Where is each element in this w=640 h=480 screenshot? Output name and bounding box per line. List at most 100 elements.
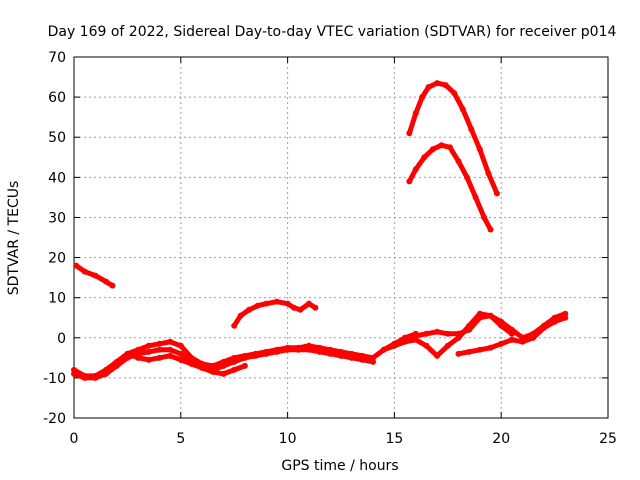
series-line [231,299,318,329]
data-point [423,330,430,337]
data-point [297,306,304,313]
data-point [156,354,163,361]
data-point [241,362,248,369]
data-point [425,84,432,91]
data-point [209,368,216,375]
x-tick-label: 5 [176,431,185,447]
data-point [103,278,110,285]
y-tick-label: 40 [48,170,66,186]
data-point [455,158,462,165]
data-point [71,370,77,377]
data-point [438,142,445,149]
data-point [412,110,419,117]
data-point [284,300,291,307]
plot-frame [73,56,609,419]
data-point [540,324,547,331]
data-point [231,322,238,329]
data-point [485,170,492,177]
data-point [423,342,430,349]
data-point [188,360,195,367]
data-point [444,342,451,349]
y-tick-label: 30 [48,210,66,226]
data-point [92,272,99,279]
series-arc-right-b [380,310,515,359]
data-point [508,330,515,337]
data-point [434,352,441,359]
data-point [412,166,419,173]
data-point [109,282,116,289]
data-point [177,342,184,349]
data-point [493,190,500,197]
data-series [71,80,569,381]
data-point [459,106,466,113]
data-point [402,338,409,345]
y-tick-label: 50 [48,130,66,146]
data-point [338,352,344,359]
data-point [391,342,398,349]
data-point [348,354,355,361]
data-point [487,344,494,351]
data-point [254,302,261,309]
data-point [359,356,366,363]
data-point [476,346,483,353]
data-point [472,194,479,201]
y-tick-label: 0 [57,331,66,347]
x-tick-label: 20 [492,431,510,447]
data-point [481,214,488,221]
data-point [145,342,152,349]
data-point [562,314,569,321]
data-point [295,346,302,353]
data-point [316,348,323,355]
data-point [419,94,426,101]
series-arc-high-upper [406,80,500,197]
data-point [466,322,473,329]
data-point [476,310,483,317]
y-tick-label: 60 [48,90,66,106]
data-point [156,346,163,353]
x-tick-label: 0 [70,431,79,447]
y-tick-label: -10 [43,371,66,387]
data-point [406,130,413,137]
data-point [444,330,451,337]
data-point [421,154,428,161]
data-point [291,304,298,311]
y-axis-label: SDTVAR / TECUs [6,181,22,296]
data-point [429,146,436,153]
data-point [305,300,312,307]
data-point [113,362,120,369]
data-point [231,358,238,365]
chart-title: Day 169 of 2022, Sidereal Day-to-day VTE… [48,24,617,40]
y-axis-ticks: -20 -10 0 10 20 30 40 50 60 70 [43,50,608,427]
data-point [220,370,227,377]
data-point [508,336,515,343]
data-point [252,352,259,359]
data-point [145,356,152,363]
y-tick-label: 10 [48,291,66,307]
data-point [241,354,248,361]
data-point [464,174,471,181]
data-point [246,306,253,313]
data-point [73,262,80,269]
data-point [530,334,537,341]
data-point [145,348,152,355]
data-point [284,346,291,353]
data-point [519,338,526,345]
data-point [167,338,174,345]
data-point [220,362,227,369]
data-point [446,144,453,151]
data-point [263,300,270,307]
data-point [476,146,483,153]
grid-lines [74,57,608,418]
data-point [451,90,458,97]
data-point [406,178,413,185]
data-point [551,318,558,325]
x-tick-label: 15 [385,431,403,447]
x-tick-label: 25 [599,431,617,447]
series-arc-right-c [455,314,569,357]
data-point [177,356,184,363]
data-point [167,346,174,353]
data-point [273,298,280,305]
data-point [466,348,473,355]
x-axis-label: GPS time / hours [281,458,398,474]
